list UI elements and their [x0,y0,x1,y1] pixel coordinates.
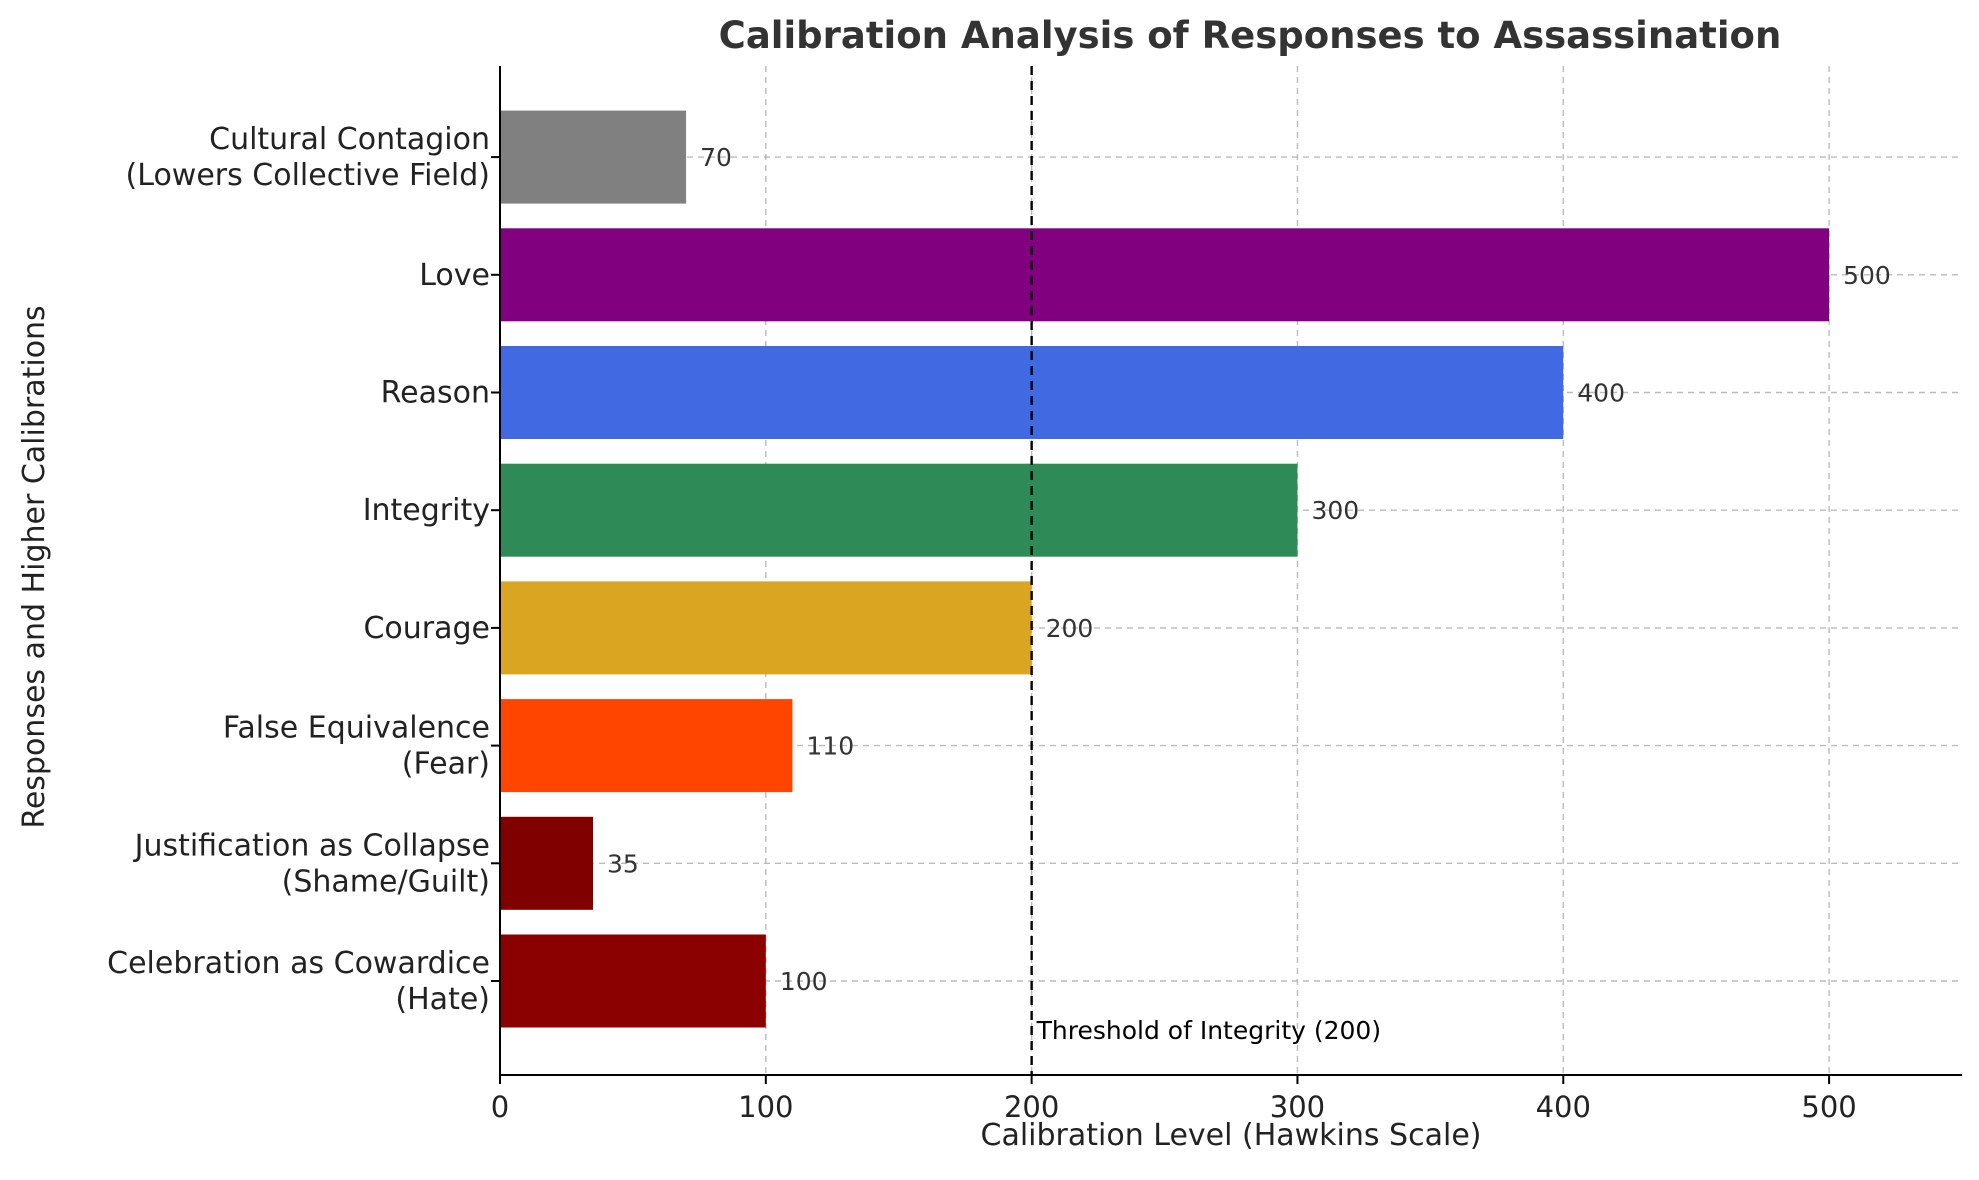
chart-title: Calibration Analysis of Responses to Ass… [719,14,1782,57]
x-tick-label: 100 [738,1090,793,1124]
x-tick-label: 200 [1004,1090,1059,1124]
bar-value-label: 200 [1046,614,1094,643]
x-tick-label: 500 [1801,1090,1856,1124]
y-tick-label: (Fear) [402,747,490,782]
bar [500,228,1830,322]
y-tick-label: Justification as Collapse [133,828,490,863]
bar [500,463,1298,557]
y-axis-label: Responses and Higher Calibrations [17,305,52,828]
axes [499,66,1962,1076]
x-tick-label: 400 [1536,1090,1591,1124]
y-tick-label: Reason [381,376,490,411]
bar-value-label: 500 [1843,261,1891,290]
bar-value-label: 35 [607,849,639,878]
bar [500,346,1564,439]
y-tick-label: Courage [363,611,490,646]
threshold-label: Threshold of Integrity (200) [1036,1016,1381,1045]
bar [500,699,793,793]
ticks: 0 100 200 300 400 500 [491,156,1857,1124]
bar [500,934,766,1028]
y-tick-label: (Hate) [395,982,490,1017]
y-tick-labels: Celebration as Cowardice(Hate) Justificat… [107,122,490,1017]
x-tick-label: 0 [491,1090,509,1124]
y-tick-label: Celebration as Cowardice [107,946,490,981]
y-tick-label: Integrity [363,493,490,528]
bar-value-label: 100 [780,967,828,996]
bar-value-label: 400 [1577,379,1625,408]
x-axis-label: Calibration Level (Hawkins Scale) [981,1118,1482,1153]
threshold: Threshold of Integrity (200) [1030,66,1381,1075]
bar-value-label: 70 [700,143,732,172]
y-tick-label: (Lowers Collective Field) [126,158,490,193]
bar-value-label: 110 [806,732,854,761]
bar-value-label: 300 [1311,496,1359,525]
bar [500,110,687,204]
y-tick-label: Cultural Contagion [209,122,490,157]
y-tick-label: Love [419,258,490,293]
bar [500,581,1032,675]
x-tick-label: 300 [1270,1090,1325,1124]
y-tick-label: (Shame/Guilt) [282,864,490,899]
y-tick-label: False Equivalence [223,711,490,746]
bar [500,816,594,910]
bars: 100 35 110 200 300 400 500 70 [500,110,1891,1028]
